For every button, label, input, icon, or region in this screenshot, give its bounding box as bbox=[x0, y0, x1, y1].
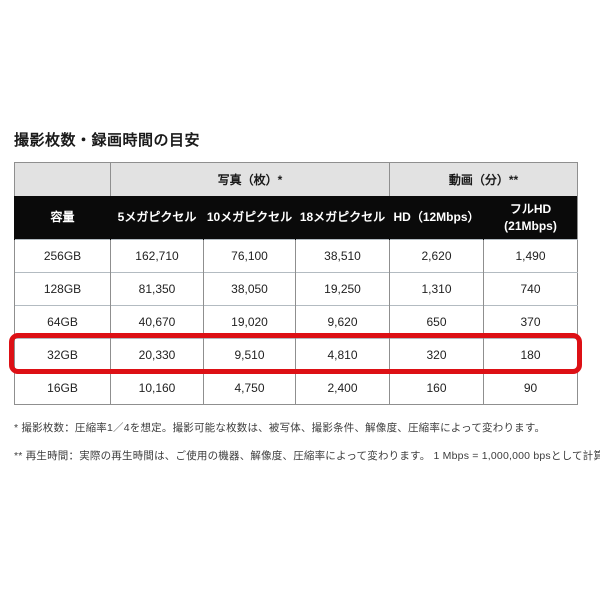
footnote-video: ** 再生時間：実際の再生時間は、ご使用の機器、解像度、圧縮率によって変わります… bbox=[14, 450, 600, 462]
table-row-256gb: 256GB 162,710 76,100 38,510 2,620 1,490 bbox=[14, 239, 578, 273]
value-cell: 40,670 bbox=[110, 305, 204, 339]
value-cell: 10,160 bbox=[110, 371, 204, 405]
spec-table: 写真（枚）* 動画（分）** 容量 5メガピクセル 10メガピクセル 18メガピ… bbox=[14, 162, 578, 405]
group-header-row: 写真（枚）* 動画（分）** bbox=[14, 162, 578, 196]
value-cell: 162,710 bbox=[110, 239, 204, 273]
column-header-5mp: 5メガピクセル bbox=[110, 196, 204, 240]
value-cell: 2,620 bbox=[389, 239, 484, 273]
page-title: 撮影枚数・録画時間の目安 bbox=[14, 132, 201, 149]
table-row-16gb: 16GB 10,160 4,750 2,400 160 90 bbox=[14, 371, 578, 405]
column-header-row: 容量 5メガピクセル 10メガピクセル 18メガピクセル HD（12Mbps） … bbox=[14, 196, 578, 240]
group-header-empty-cell bbox=[14, 162, 111, 196]
capacity-cell: 32GB bbox=[14, 338, 111, 372]
value-cell: 38,050 bbox=[203, 272, 296, 306]
value-cell: 650 bbox=[389, 305, 484, 339]
value-cell: 76,100 bbox=[203, 239, 296, 273]
value-cell: 9,510 bbox=[203, 338, 296, 372]
value-cell: 160 bbox=[389, 371, 484, 405]
value-cell: 370 bbox=[483, 305, 578, 339]
value-cell: 1,310 bbox=[389, 272, 484, 306]
value-cell: 19,250 bbox=[295, 272, 390, 306]
group-header-video: 動画（分）** bbox=[389, 162, 578, 196]
value-cell: 9,620 bbox=[295, 305, 390, 339]
capacity-cell: 128GB bbox=[14, 272, 111, 306]
value-cell: 2,400 bbox=[295, 371, 390, 405]
column-header-18mp: 18メガピクセル bbox=[295, 196, 390, 240]
value-cell: 4,810 bbox=[295, 338, 390, 372]
value-cell: 1,490 bbox=[483, 239, 578, 273]
table-row-64gb: 64GB 40,670 19,020 9,620 650 370 bbox=[14, 305, 578, 339]
column-header-10mp: 10メガピクセル bbox=[203, 196, 296, 240]
value-cell: 38,510 bbox=[295, 239, 390, 273]
value-cell: 4,750 bbox=[203, 371, 296, 405]
capacity-cell: 64GB bbox=[14, 305, 111, 339]
column-header-fullhd: フルHD (21Mbps) bbox=[483, 196, 578, 240]
column-header-hd: HD（12Mbps） bbox=[389, 196, 484, 240]
capacity-table: 写真（枚）* 動画（分）** 容量 5メガピクセル 10メガピクセル 18メガピ… bbox=[9, 162, 582, 405]
value-cell: 320 bbox=[389, 338, 484, 372]
capacity-cell: 256GB bbox=[14, 239, 111, 273]
value-cell: 180 bbox=[483, 338, 578, 372]
footnote-photos: * 撮影枚数：圧縮率1／4を想定。撮影可能な枚数は、被写体、撮影条件、解像度、圧… bbox=[14, 422, 546, 434]
table-row-32gb-highlighted: 32GB 20,330 9,510 4,810 320 180 bbox=[14, 338, 578, 372]
value-cell: 19,020 bbox=[203, 305, 296, 339]
value-cell: 90 bbox=[483, 371, 578, 405]
value-cell: 20,330 bbox=[110, 338, 204, 372]
capacity-cell: 16GB bbox=[14, 371, 111, 405]
value-cell: 740 bbox=[483, 272, 578, 306]
table-row-128gb: 128GB 81,350 38,050 19,250 1,310 740 bbox=[14, 272, 578, 306]
column-header-capacity: 容量 bbox=[14, 196, 111, 240]
value-cell: 81,350 bbox=[110, 272, 204, 306]
group-header-photos: 写真（枚）* bbox=[110, 162, 390, 196]
